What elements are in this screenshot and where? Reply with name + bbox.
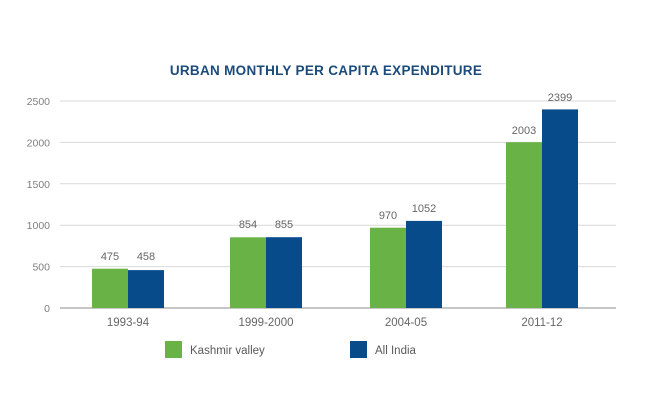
- svg-text:1993-94: 1993-94: [107, 317, 150, 329]
- svg-text:2000: 2000: [27, 137, 51, 149]
- svg-text:1999-2000: 1999-2000: [239, 317, 294, 329]
- svg-text:2500: 2500: [27, 96, 51, 108]
- svg-text:2003: 2003: [512, 125, 536, 137]
- svg-text:458: 458: [137, 251, 155, 263]
- svg-text:1052: 1052: [412, 203, 436, 215]
- svg-text:0: 0: [44, 303, 50, 315]
- svg-text:2399: 2399: [548, 92, 572, 104]
- svg-text:970: 970: [379, 210, 397, 222]
- svg-text:1000: 1000: [27, 220, 51, 232]
- svg-text:855: 855: [275, 219, 293, 231]
- svg-text:2011-12: 2011-12: [521, 317, 562, 329]
- svg-text:1500: 1500: [27, 179, 51, 191]
- svg-text:2004-05: 2004-05: [385, 317, 427, 329]
- svg-text:854: 854: [239, 219, 257, 231]
- svg-text:500: 500: [32, 262, 50, 274]
- svg-text:Kashmir valley: Kashmir valley: [190, 345, 265, 357]
- svg-text:475: 475: [101, 251, 119, 263]
- svg-text:All India: All India: [375, 345, 417, 357]
